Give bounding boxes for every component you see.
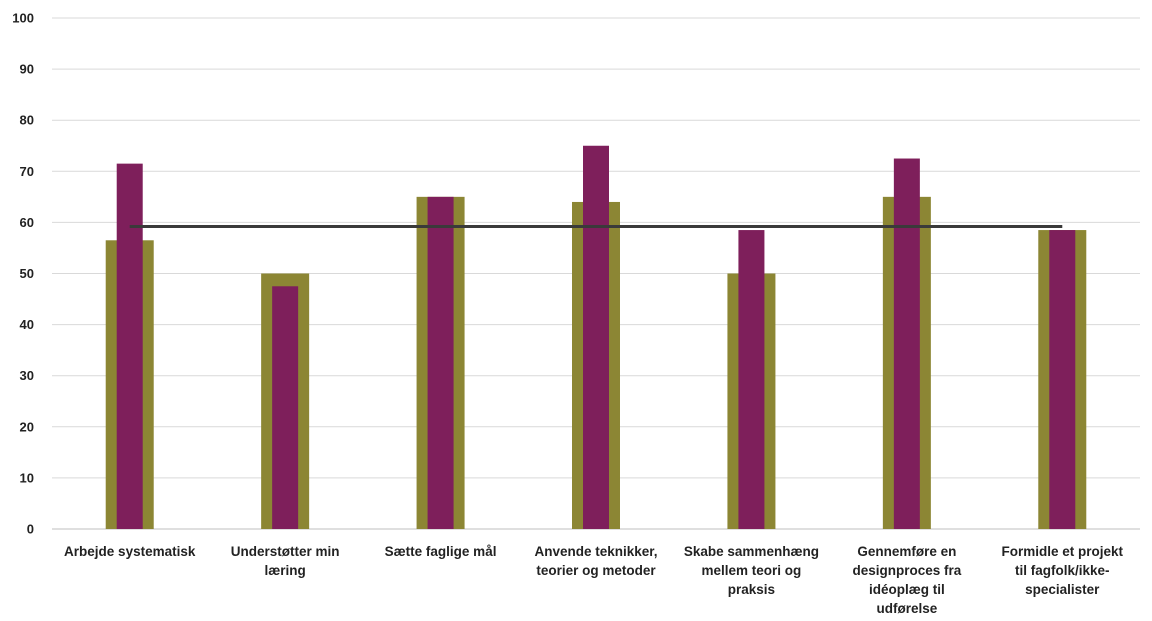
x-tick-label-2: Understøtter min læring xyxy=(231,544,340,578)
y-tick-label-70: 70 xyxy=(20,164,34,179)
bars xyxy=(105,145,1087,529)
x-tick-label-5: Skabe sammenhæng mellem teori og praksis xyxy=(684,544,819,597)
bar-series2-3 xyxy=(427,196,454,529)
y-tick-label-20: 20 xyxy=(20,419,34,434)
y-tick-label-40: 40 xyxy=(20,317,34,332)
x-tick-label-6: Gennemføre en designproces fra idéoplæg ti… xyxy=(852,544,961,616)
y-tick-label-90: 90 xyxy=(20,62,34,77)
y-tick-label-10: 10 xyxy=(20,470,34,485)
bar-series2-4 xyxy=(583,145,609,529)
bar-series2-7 xyxy=(1049,230,1076,529)
x-tick-label-3: Sætte faglige mål xyxy=(385,544,497,559)
x-tick-label-7: Formidle et projekt til fagfolk/ikke-spec… xyxy=(1002,544,1124,597)
y-tick-label-60: 60 xyxy=(20,215,34,230)
y-tick-label-30: 30 xyxy=(20,368,34,383)
y-axis: 0 10 20 30 40 50 60 70 80 90 100 xyxy=(12,11,34,537)
x-axis: Arbejde systematisk Understøtter min lærin… xyxy=(64,544,1123,616)
y-tick-label-50: 50 xyxy=(20,266,34,281)
y-tick-label-80: 80 xyxy=(20,113,34,128)
x-tick-label-1: Arbejde systematisk xyxy=(64,544,196,559)
bar-series2-2 xyxy=(272,286,299,529)
bar-series2-6 xyxy=(893,158,920,529)
y-tick-label-100: 100 xyxy=(12,11,34,26)
y-tick-label-0: 0 xyxy=(27,522,34,537)
x-tick-label-4: Anvende teknikker, teorier og metoder xyxy=(534,544,657,578)
bar-series2-1 xyxy=(116,163,143,529)
bar-series2-5 xyxy=(738,230,765,529)
